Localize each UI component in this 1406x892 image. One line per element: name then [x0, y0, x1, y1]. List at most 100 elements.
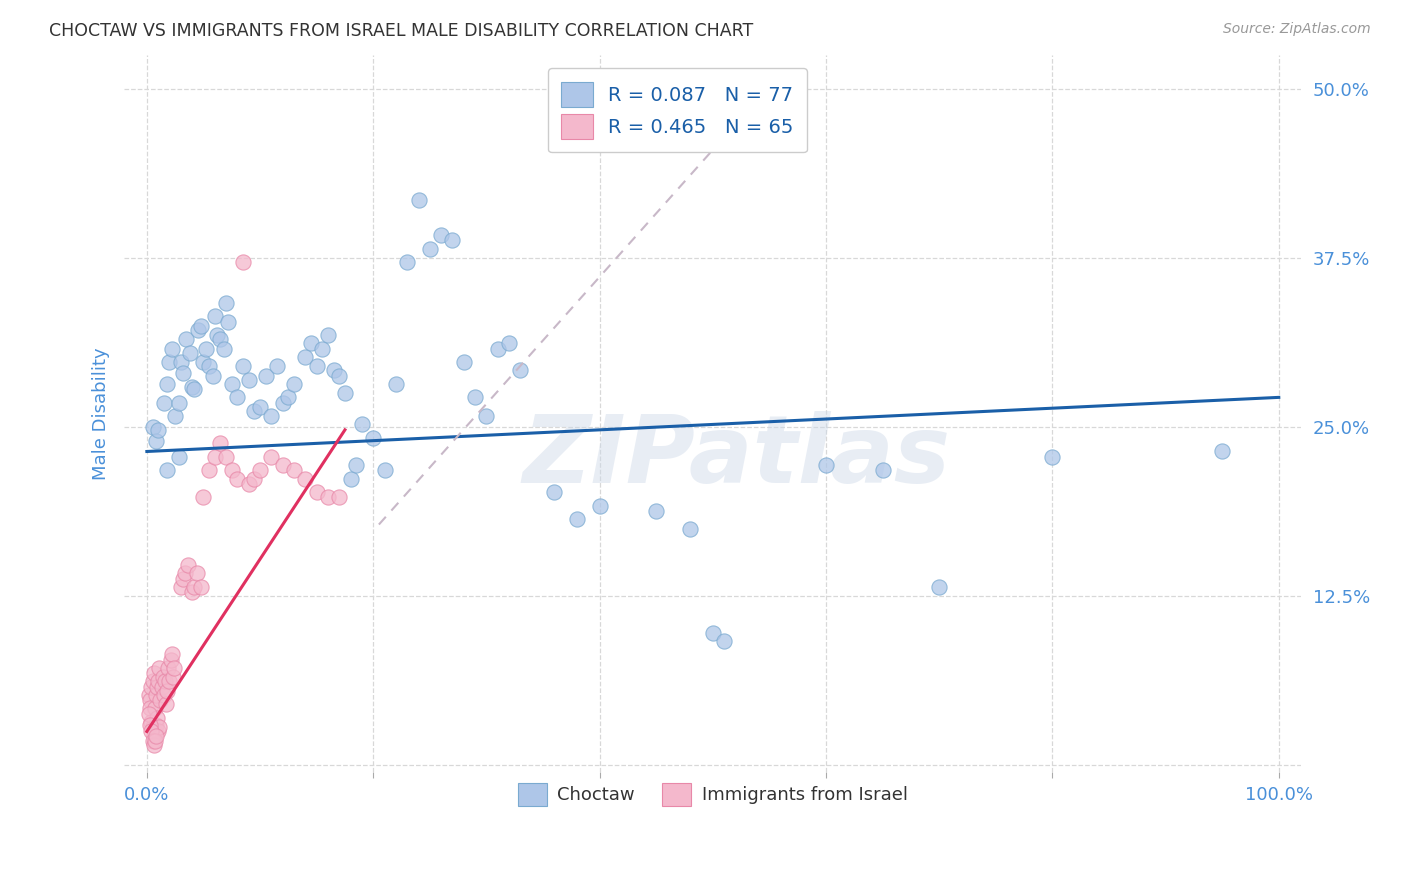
Point: [221, 376, 243, 391]
Point: [170, 580, 193, 594]
Point: [311, 342, 333, 356]
Point: [156, 376, 179, 391]
Point: [475, 409, 498, 424]
Point: [162, 670, 184, 684]
Point: [201, 368, 224, 383]
Point: [679, 522, 702, 536]
Point: [143, 701, 166, 715]
Point: [232, 359, 254, 374]
Point: [190, 318, 212, 333]
Point: [361, 431, 384, 445]
Point: [194, 342, 217, 356]
Point: [1042, 450, 1064, 464]
Point: [441, 234, 464, 248]
Point: [271, 396, 294, 410]
Point: [157, 661, 180, 675]
Point: [543, 485, 565, 500]
Point: [193, 355, 215, 369]
Point: [374, 463, 396, 477]
Point: [260, 450, 283, 464]
Point: [143, 724, 166, 739]
Point: [215, 450, 238, 464]
Point: [221, 463, 243, 477]
Point: [344, 458, 367, 472]
Point: [238, 477, 260, 491]
Point: [143, 734, 166, 748]
Point: [146, 711, 169, 725]
Point: [350, 417, 373, 432]
Point: [159, 674, 181, 689]
Point: [316, 491, 339, 505]
Point: [159, 653, 181, 667]
Text: ZIPatlas: ZIPatlas: [522, 410, 950, 502]
Point: [226, 471, 249, 485]
Point: [333, 386, 356, 401]
Point: [198, 463, 221, 477]
Point: [209, 436, 232, 450]
Point: [1211, 444, 1233, 458]
Point: [142, 729, 165, 743]
Point: [645, 504, 668, 518]
Point: [141, 674, 163, 689]
Point: [205, 328, 228, 343]
Point: [138, 706, 160, 721]
Point: [183, 580, 205, 594]
Point: [193, 491, 215, 505]
Point: [419, 242, 441, 256]
Point: [464, 390, 486, 404]
Point: [294, 350, 316, 364]
Point: [328, 368, 350, 383]
Point: [139, 693, 162, 707]
Point: [139, 717, 162, 731]
Point: [198, 359, 221, 374]
Point: [204, 309, 226, 323]
Point: [142, 738, 165, 752]
Point: [179, 345, 201, 359]
Point: [254, 368, 277, 383]
Point: [486, 342, 509, 356]
Point: [181, 585, 204, 599]
Point: [266, 359, 288, 374]
Point: [277, 390, 299, 404]
Point: [149, 693, 172, 707]
Point: [588, 499, 610, 513]
Point: [260, 409, 283, 424]
Point: [145, 434, 167, 448]
Point: [430, 228, 453, 243]
Point: [316, 328, 339, 343]
Point: [141, 721, 163, 735]
Point: [153, 688, 176, 702]
Point: [226, 390, 249, 404]
Point: [396, 255, 419, 269]
Point: [174, 566, 197, 581]
Text: CHOCTAW VS IMMIGRANTS FROM ISRAEL MALE DISABILITY CORRELATION CHART: CHOCTAW VS IMMIGRANTS FROM ISRAEL MALE D…: [49, 22, 754, 40]
Text: Source: ZipAtlas.com: Source: ZipAtlas.com: [1223, 22, 1371, 37]
Point: [153, 396, 176, 410]
Point: [159, 355, 181, 369]
Point: [139, 701, 162, 715]
Point: [814, 458, 837, 472]
Point: [156, 463, 179, 477]
Point: [148, 724, 170, 739]
Y-axis label: Male Disability: Male Disability: [93, 347, 110, 480]
Point: [453, 355, 475, 369]
Point: [322, 363, 344, 377]
Point: [141, 420, 163, 434]
Point: [181, 379, 204, 393]
Point: [305, 485, 328, 500]
Point: [165, 409, 187, 424]
Point: [141, 714, 163, 729]
Point: [176, 332, 198, 346]
Point: [183, 382, 205, 396]
Point: [217, 315, 239, 329]
Point: [249, 463, 271, 477]
Point: [156, 684, 179, 698]
Point: [498, 336, 520, 351]
Point: [148, 423, 170, 437]
Point: [141, 680, 163, 694]
Point: [150, 680, 173, 694]
Point: [160, 342, 183, 356]
Point: [148, 674, 170, 689]
Point: [172, 366, 194, 380]
Point: [172, 572, 194, 586]
